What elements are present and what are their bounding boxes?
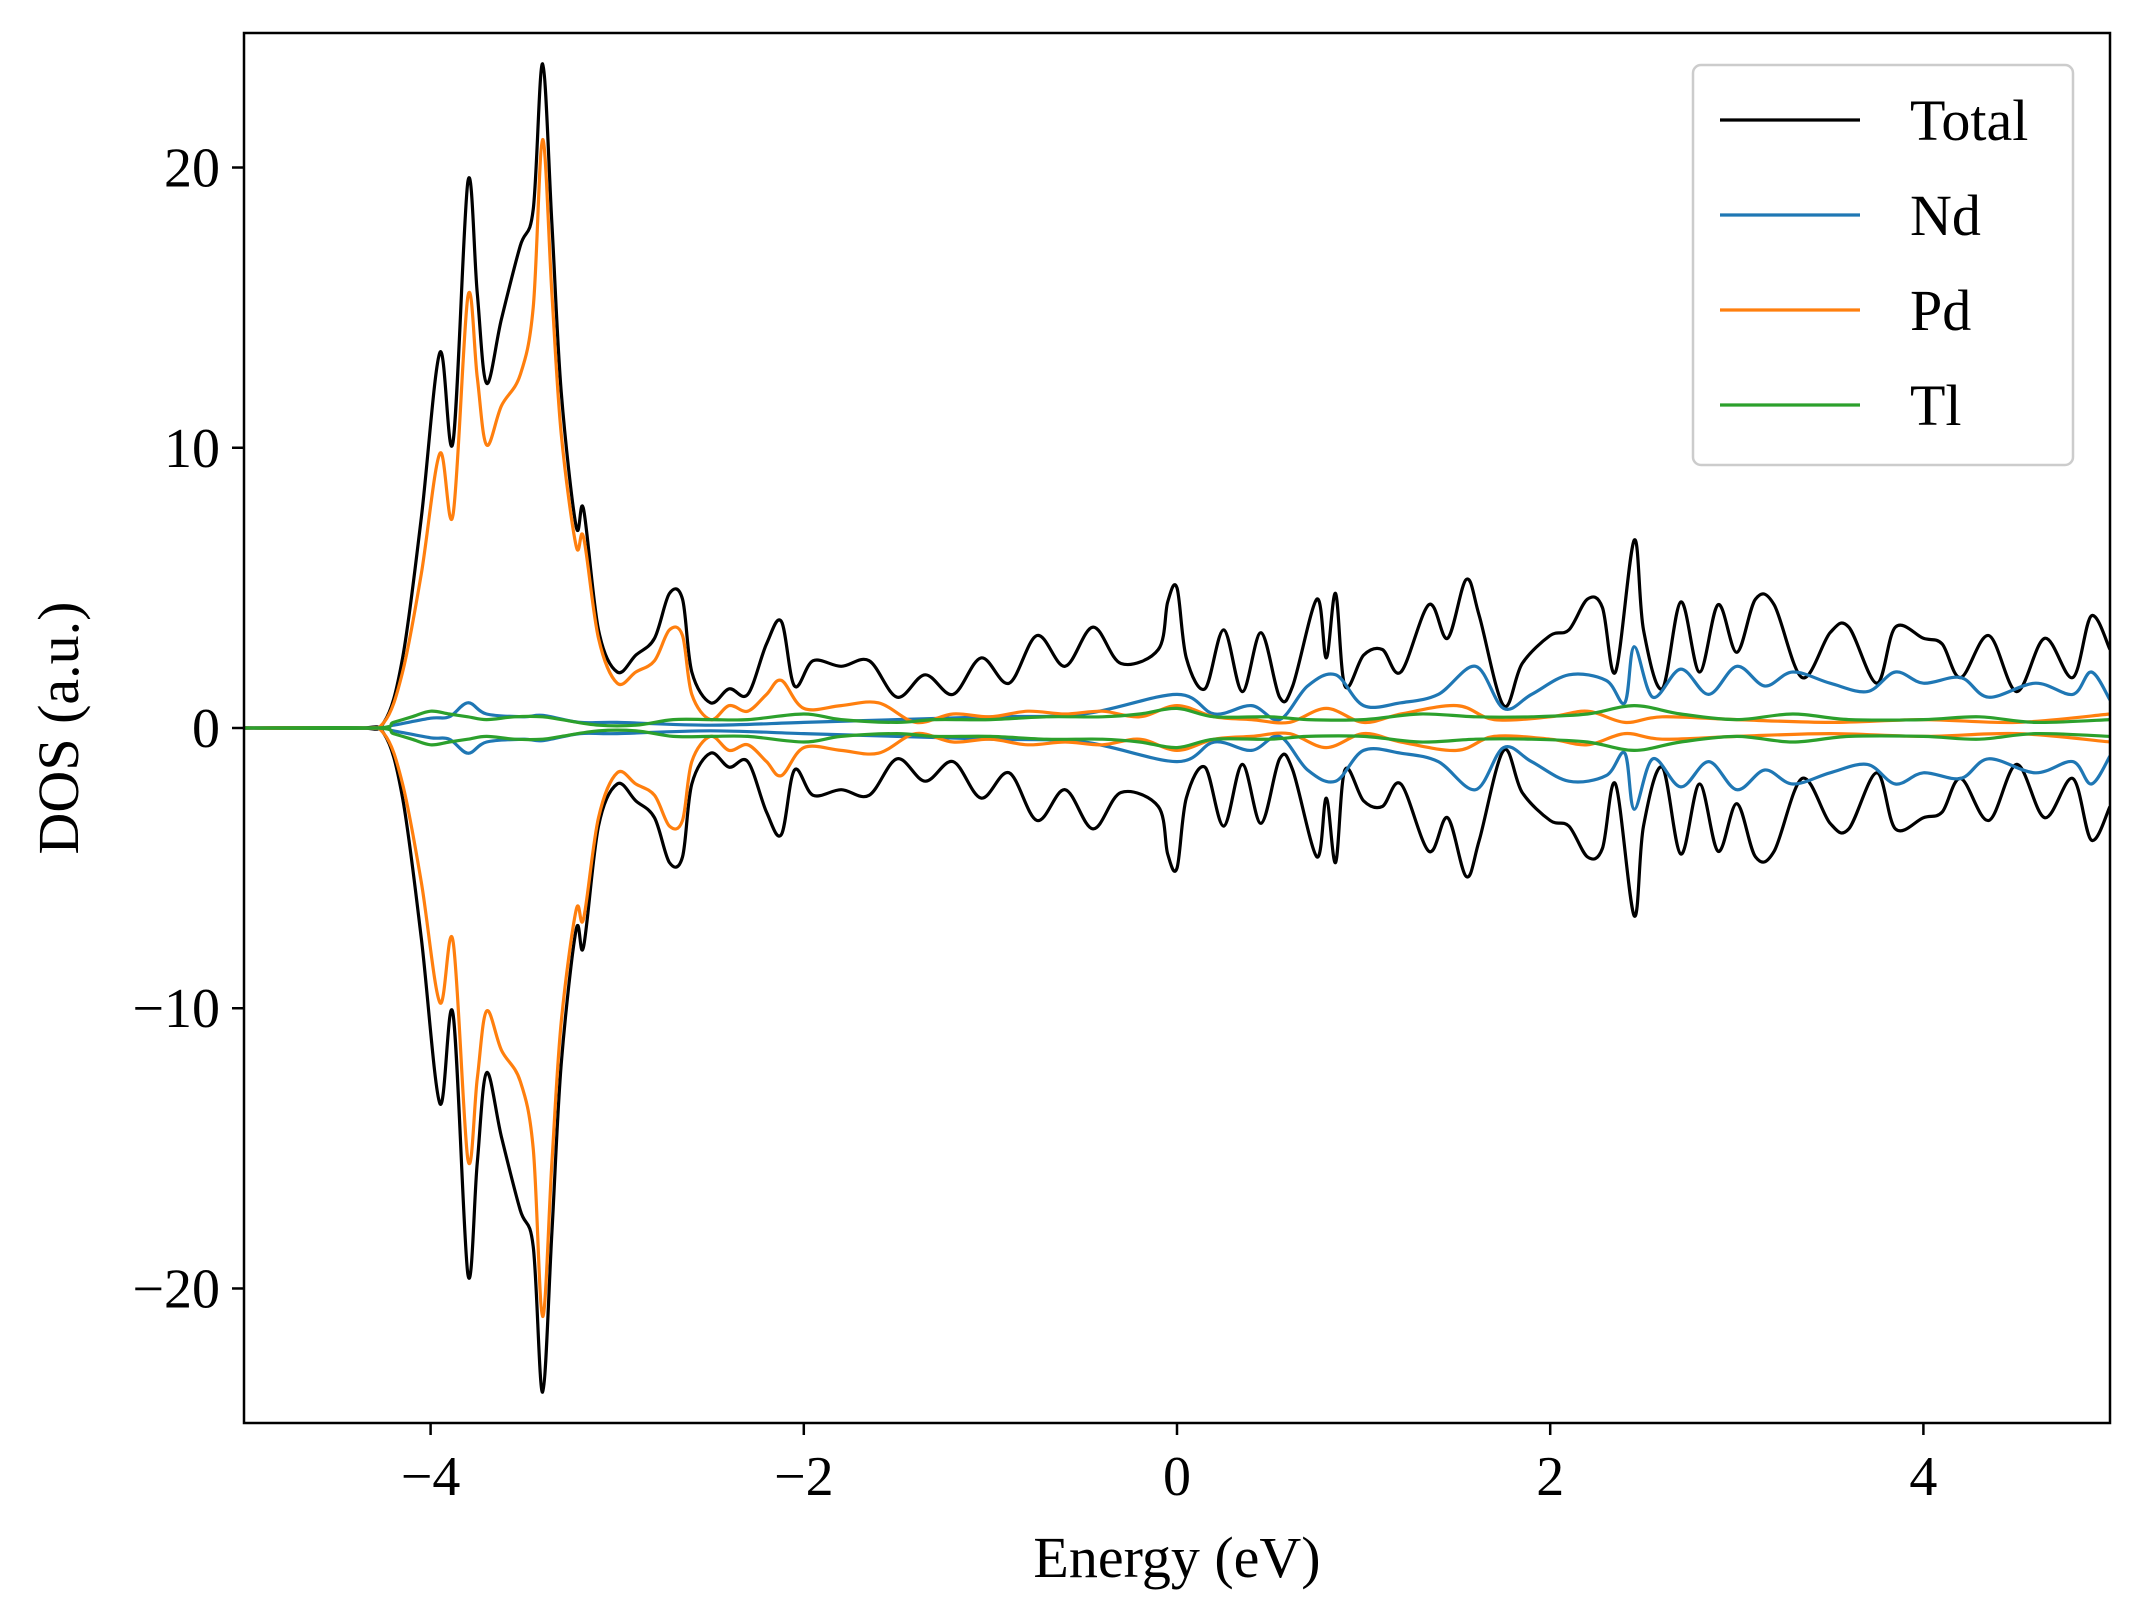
series-line-pd-down: [244, 726, 2110, 1319]
series-layer: [244, 62, 2110, 1394]
x-tick-label: 2: [1536, 1446, 1564, 1508]
series-line-tl-up: [244, 704, 2110, 730]
y-axis: −20 −10 0 10 20: [132, 138, 244, 1320]
y-tick-label: 10: [164, 418, 220, 480]
y-axis-label: DOS (a.u.): [26, 602, 91, 855]
legend-label-tl: Tl: [1910, 373, 1962, 438]
y-tick-label: 0: [192, 698, 220, 760]
legend-label-pd: Pd: [1910, 278, 1971, 343]
x-tick-label: −4: [401, 1446, 461, 1508]
x-tick-label: 0: [1163, 1446, 1191, 1508]
series-line-total-down: [244, 725, 2110, 1394]
series-line-tl-down: [244, 726, 2110, 752]
x-tick-label: 4: [1909, 1446, 1937, 1508]
series-line-pd-up: [244, 137, 2110, 730]
y-tick-label: 20: [164, 138, 220, 200]
legend-frame: [1691, 63, 2075, 467]
series-line-total-up: [244, 62, 2110, 731]
legend: Total Nd Pd Tl: [1691, 63, 2075, 467]
legend-label-total: Total: [1910, 88, 2028, 153]
legend-label-nd: Nd: [1910, 183, 1981, 248]
x-tick-label: −2: [774, 1446, 834, 1508]
y-tick-label: −20: [132, 1258, 220, 1320]
x-axis-label: Energy (eV): [1033, 1525, 1320, 1590]
y-tick-label: −10: [132, 978, 220, 1040]
x-axis: −4 −2 0 2 4: [401, 1423, 1937, 1508]
